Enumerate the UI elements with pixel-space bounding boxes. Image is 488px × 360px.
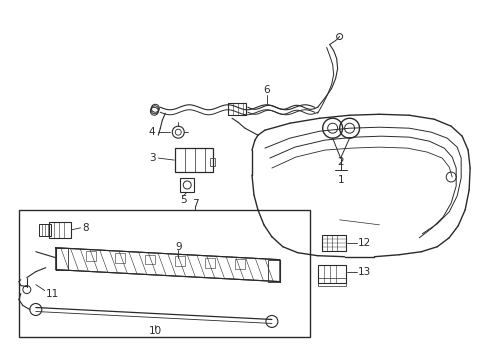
Text: 9: 9 <box>175 242 181 252</box>
Text: 1: 1 <box>337 175 343 185</box>
Bar <box>115 253 125 263</box>
Bar <box>19 210 309 337</box>
Bar <box>49 222 71 238</box>
Text: 3: 3 <box>148 153 155 163</box>
Bar <box>56 248 67 270</box>
Bar <box>321 235 345 251</box>
Bar <box>317 265 345 283</box>
Bar <box>85 251 95 261</box>
Bar <box>227 103 245 115</box>
Bar <box>39 224 51 236</box>
Bar <box>205 258 215 268</box>
Bar <box>317 278 345 285</box>
Text: 5: 5 <box>180 195 186 205</box>
Bar <box>145 255 155 265</box>
Text: 10: 10 <box>148 327 162 336</box>
Text: 2: 2 <box>337 157 343 167</box>
Bar <box>235 259 244 269</box>
Bar <box>180 178 194 192</box>
Text: 7: 7 <box>191 199 198 209</box>
Bar <box>210 158 215 166</box>
Bar <box>175 148 213 172</box>
Text: 11: 11 <box>46 289 59 298</box>
Text: 8: 8 <box>82 223 89 233</box>
Bar <box>175 256 185 266</box>
Text: 12: 12 <box>357 238 370 248</box>
Text: 6: 6 <box>263 85 270 95</box>
Bar <box>267 260 279 282</box>
Text: 4: 4 <box>148 127 155 137</box>
Text: 13: 13 <box>357 267 370 276</box>
